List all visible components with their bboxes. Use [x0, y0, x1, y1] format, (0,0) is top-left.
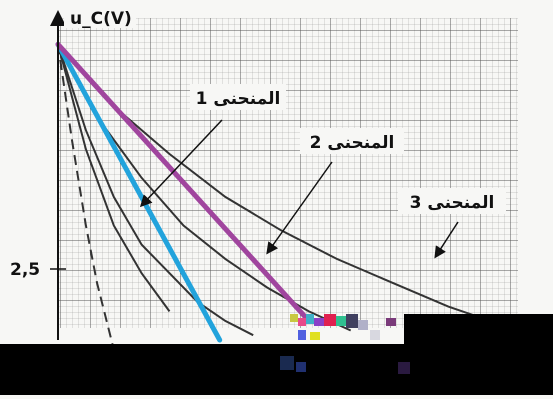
curve-2-label-bg — [300, 128, 404, 154]
curve-3-line — [57, 43, 505, 327]
curve-mid-line — [57, 44, 171, 312]
curves-group — [55, 41, 505, 350]
curve-1-arrow — [139, 119, 223, 208]
curve-2-arrow — [266, 161, 333, 255]
grid-area — [58, 18, 518, 328]
y-axis-label: u_C(V) — [70, 9, 132, 29]
ylabel-bg — [64, 6, 136, 28]
curve-3-label: المنحنى 3 — [410, 193, 495, 213]
curve-2-label: المنحنى 2 — [310, 133, 395, 153]
y-tick-label-2-5: 2,5 — [10, 260, 40, 280]
tangent-blue-line — [55, 41, 223, 343]
curve-1-label-bg — [190, 84, 286, 110]
tangent-purple-line — [55, 41, 312, 324]
glitch-pixels — [280, 314, 410, 374]
curve-3-label-bg — [398, 188, 506, 214]
curve-1-label: المنحنى 1 — [196, 89, 281, 109]
curve-1-line — [57, 43, 254, 337]
curve-steep-line — [57, 44, 115, 350]
curve-3-arrow — [434, 221, 459, 259]
right-occlusion-block — [404, 314, 553, 395]
